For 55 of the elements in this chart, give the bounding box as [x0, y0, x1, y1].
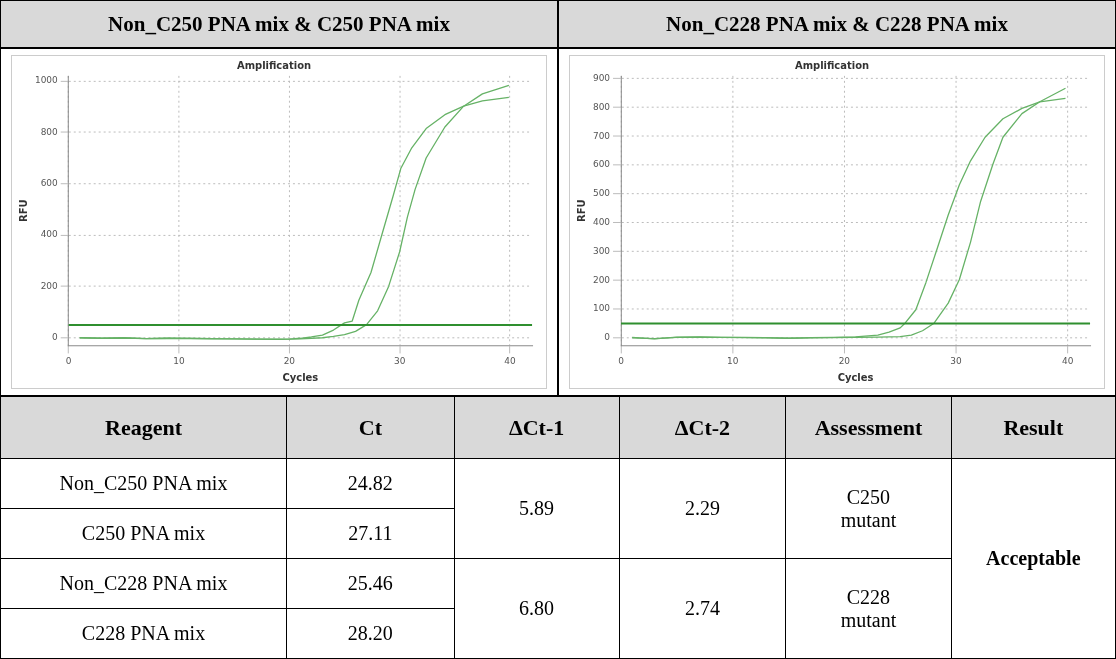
- y-tick-label: 400: [40, 229, 59, 240]
- y-tick-label: 600: [40, 178, 59, 189]
- text: C228 PNA mix: [0, 608, 287, 659]
- x-axis-title: Cycles: [282, 371, 319, 383]
- text: Non_C250 PNA mix: [0, 458, 287, 509]
- x-tick-label: 40: [1062, 356, 1074, 367]
- text: 28.20: [286, 608, 455, 659]
- category-label: ΔCt-1: [454, 396, 619, 459]
- chart-subtitle: Amplification: [794, 59, 870, 71]
- x-tick-label: 10: [173, 356, 186, 367]
- x-tick-label: 20: [283, 356, 296, 367]
- text: 6.80: [454, 558, 619, 659]
- text: Non_C228 PNA mix: [0, 558, 287, 609]
- text: 27.11: [286, 508, 455, 559]
- category-label: ΔCt-2: [619, 396, 786, 459]
- y-tick-label: 200: [40, 280, 59, 291]
- y-tick-label: 700: [592, 130, 611, 141]
- text: C228 mutant: [839, 585, 898, 632]
- y-axis-title: RFU: [17, 199, 29, 222]
- y-tick-label: 200: [592, 274, 611, 285]
- x-tick-label: 0: [618, 356, 625, 367]
- y-tick-label: 800: [592, 101, 611, 112]
- chart-title: Non_C228 PNA mix & C228 PNA mix: [559, 1, 1115, 49]
- y-tick-label: 400: [592, 217, 611, 228]
- x-tick-label: 10: [726, 356, 739, 367]
- category-label: Ct: [286, 396, 455, 459]
- y-tick-label: 1000: [34, 75, 59, 86]
- text: 5.89: [454, 458, 619, 559]
- y-axis-title: RFU: [575, 199, 587, 222]
- y-tick-label: 600: [592, 159, 611, 170]
- category-label: Result: [951, 396, 1116, 459]
- text: 25.46: [286, 558, 455, 609]
- y-tick-label: 0: [604, 332, 611, 343]
- chart-title: Non_C250 PNA mix & C250 PNA mix: [1, 1, 557, 49]
- x-axis-title: Cycles: [837, 371, 874, 383]
- chart-subtitle: Amplification: [236, 59, 312, 71]
- x-tick-label: 30: [393, 356, 406, 367]
- y-tick-label: 800: [40, 126, 59, 137]
- x-tick-label: 40: [504, 356, 516, 367]
- category-label: Reagent: [0, 396, 287, 459]
- text: 2.29: [619, 458, 786, 559]
- y-tick-label: 900: [592, 73, 611, 84]
- text: 2.74: [619, 558, 786, 659]
- x-tick-label: 0: [65, 356, 72, 367]
- text: C250 mutant: [839, 485, 898, 532]
- category-label: Assessment: [785, 396, 952, 459]
- y-tick-label: 300: [592, 245, 611, 256]
- x-tick-label: 30: [950, 356, 963, 367]
- y-tick-label: 500: [592, 188, 611, 199]
- text: C250 PNA mix: [0, 508, 287, 559]
- x-tick-label: 20: [838, 356, 851, 367]
- y-tick-label: 100: [592, 303, 611, 314]
- text: Acceptable: [951, 458, 1116, 659]
- text: 24.82: [286, 458, 455, 509]
- y-tick-label: 0: [52, 332, 59, 343]
